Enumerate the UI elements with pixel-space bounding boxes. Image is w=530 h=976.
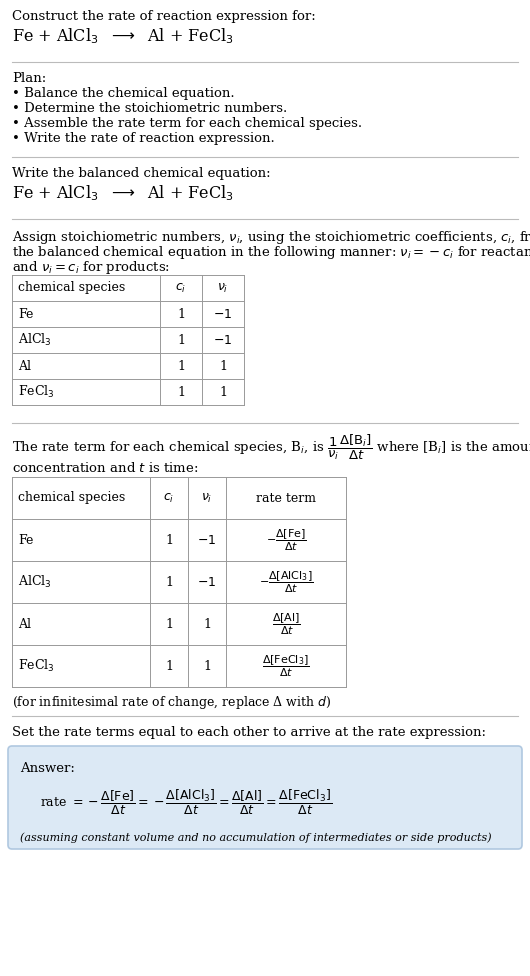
Text: 1: 1	[219, 386, 227, 398]
Text: rate term: rate term	[256, 492, 316, 505]
Text: 1: 1	[177, 359, 185, 373]
Text: $-\dfrac{\Delta[\mathrm{Fe}]}{\Delta t}$: $-\dfrac{\Delta[\mathrm{Fe}]}{\Delta t}$	[266, 527, 306, 552]
Text: 1: 1	[165, 534, 173, 547]
Text: $\nu_i$: $\nu_i$	[201, 492, 213, 505]
Text: • Assemble the rate term for each chemical species.: • Assemble the rate term for each chemic…	[12, 117, 362, 130]
Text: Write the balanced chemical equation:: Write the balanced chemical equation:	[12, 167, 271, 180]
Text: $c_i$: $c_i$	[163, 492, 174, 505]
Text: Al: Al	[18, 618, 31, 630]
Text: $\nu_i$: $\nu_i$	[217, 281, 228, 295]
Text: • Write the rate of reaction expression.: • Write the rate of reaction expression.	[12, 132, 275, 145]
Text: Assign stoichiometric numbers, $\nu_i$, using the stoichiometric coefficients, $: Assign stoichiometric numbers, $\nu_i$, …	[12, 229, 530, 246]
Text: (for infinitesimal rate of change, replace Δ with $d$): (for infinitesimal rate of change, repla…	[12, 694, 331, 711]
Text: The rate term for each chemical species, B$_i$, is $\dfrac{1}{\nu_i}\dfrac{\Delt: The rate term for each chemical species,…	[12, 433, 530, 463]
Text: $-1$: $-1$	[197, 576, 217, 589]
Text: the balanced chemical equation in the following manner: $\nu_i = -c_i$ for react: the balanced chemical equation in the fo…	[12, 244, 530, 261]
Text: 1: 1	[203, 618, 211, 630]
Text: concentration and $t$ is time:: concentration and $t$ is time:	[12, 461, 198, 475]
Text: Fe + AlCl$_3$  $\longrightarrow$  Al + FeCl$_3$: Fe + AlCl$_3$ $\longrightarrow$ Al + FeC…	[12, 183, 234, 203]
Text: 1: 1	[177, 334, 185, 346]
Text: Fe: Fe	[18, 534, 33, 547]
Text: rate $= -\dfrac{\Delta[\mathrm{Fe}]}{\Delta t} = -\dfrac{\Delta[\mathrm{AlCl_3}]: rate $= -\dfrac{\Delta[\mathrm{Fe}]}{\De…	[40, 788, 332, 817]
Text: 1: 1	[203, 660, 211, 672]
Text: Set the rate terms equal to each other to arrive at the rate expression:: Set the rate terms equal to each other t…	[12, 726, 486, 739]
Text: FeCl$_3$: FeCl$_3$	[18, 384, 55, 400]
Text: $-1$: $-1$	[214, 307, 233, 320]
Text: • Balance the chemical equation.: • Balance the chemical equation.	[12, 87, 235, 100]
Text: Fe: Fe	[18, 307, 33, 320]
Text: $-1$: $-1$	[214, 334, 233, 346]
Text: $-1$: $-1$	[197, 534, 217, 547]
Text: chemical species: chemical species	[18, 281, 125, 295]
Text: chemical species: chemical species	[18, 492, 125, 505]
Text: 1: 1	[165, 660, 173, 672]
Text: Plan:: Plan:	[12, 72, 46, 85]
Text: 1: 1	[165, 576, 173, 589]
Text: $c_i$: $c_i$	[175, 281, 187, 295]
Text: AlCl$_3$: AlCl$_3$	[18, 574, 51, 590]
Text: Construct the rate of reaction expression for:: Construct the rate of reaction expressio…	[12, 10, 316, 23]
Text: • Determine the stoichiometric numbers.: • Determine the stoichiometric numbers.	[12, 102, 287, 115]
Text: FeCl$_3$: FeCl$_3$	[18, 658, 55, 674]
FancyBboxPatch shape	[8, 746, 522, 849]
Text: (assuming constant volume and no accumulation of intermediates or side products): (assuming constant volume and no accumul…	[20, 832, 492, 842]
Text: $-\dfrac{\Delta[\mathrm{AlCl_3}]}{\Delta t}$: $-\dfrac{\Delta[\mathrm{AlCl_3}]}{\Delta…	[259, 569, 313, 594]
Text: 1: 1	[177, 307, 185, 320]
Text: 1: 1	[177, 386, 185, 398]
Text: 1: 1	[165, 618, 173, 630]
Text: 1: 1	[219, 359, 227, 373]
Text: Fe + AlCl$_3$  $\longrightarrow$  Al + FeCl$_3$: Fe + AlCl$_3$ $\longrightarrow$ Al + FeC…	[12, 26, 234, 46]
Text: and $\nu_i = c_i$ for products:: and $\nu_i = c_i$ for products:	[12, 259, 170, 276]
Text: $\dfrac{\Delta[\mathrm{FeCl_3}]}{\Delta t}$: $\dfrac{\Delta[\mathrm{FeCl_3}]}{\Delta …	[262, 653, 310, 678]
Text: Answer:: Answer:	[20, 762, 75, 775]
Text: $\dfrac{\Delta[\mathrm{Al}]}{\Delta t}$: $\dfrac{\Delta[\mathrm{Al}]}{\Delta t}$	[271, 611, 301, 636]
Text: Al: Al	[18, 359, 31, 373]
Text: AlCl$_3$: AlCl$_3$	[18, 332, 51, 348]
